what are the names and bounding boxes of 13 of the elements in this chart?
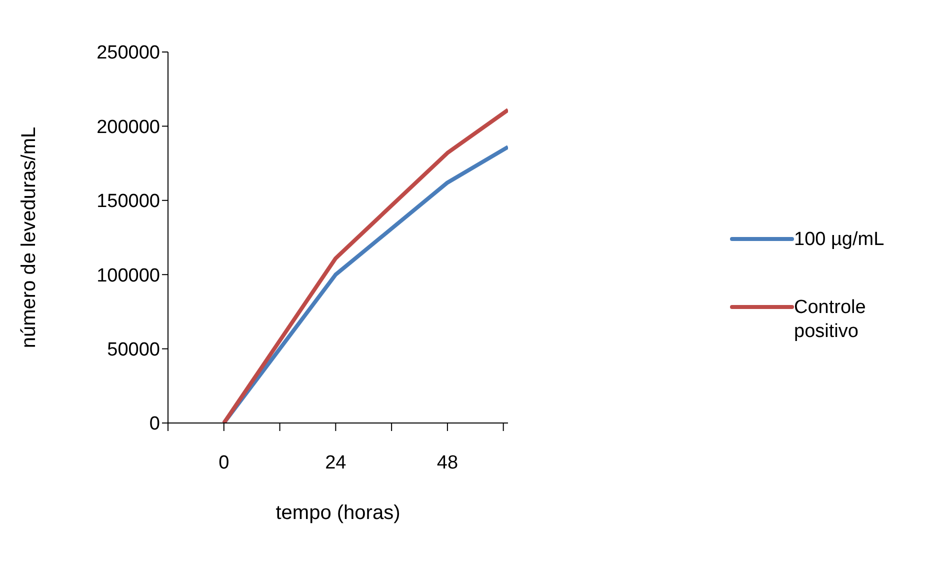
x-tick-label: 0 — [218, 452, 230, 474]
y-tick-label: 150000 — [96, 191, 160, 212]
x-axis-title: tempo (horas) — [276, 502, 400, 524]
y-tick-label: 200000 — [96, 116, 160, 138]
y-tick-label: 250000 — [96, 42, 160, 64]
y-tick-label: 100000 — [96, 265, 160, 286]
legend-label: Controle positivo — [794, 296, 867, 344]
y-tick-label: 50000 — [107, 340, 160, 361]
x-tick-label: 24 — [325, 452, 347, 474]
legend-label: 100 µg/mL — [794, 228, 886, 252]
y-tick-label: 0 — [149, 414, 160, 435]
x-tick-label: 48 — [436, 452, 458, 474]
y-axis-title: número de leveduras/mL — [18, 126, 40, 348]
